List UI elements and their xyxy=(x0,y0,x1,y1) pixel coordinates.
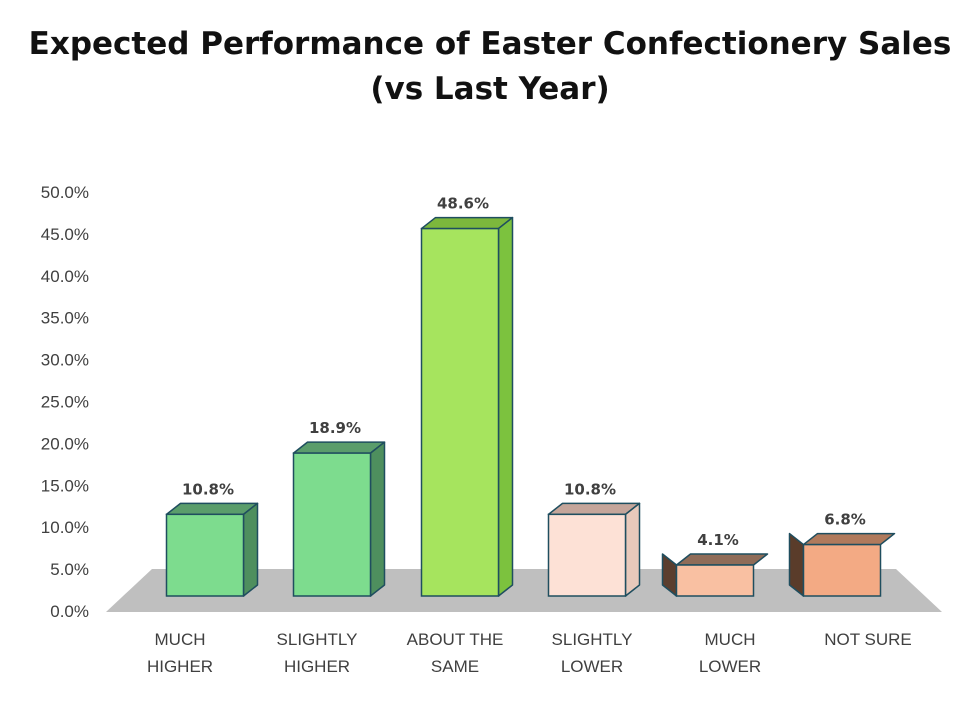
y-tick-label: 5.0% xyxy=(50,560,89,579)
chart-title-line-2: (vs Last Year) xyxy=(370,71,610,107)
y-tick-label: 40.0% xyxy=(41,267,89,286)
bar-top-face xyxy=(420,216,514,230)
bar xyxy=(292,441,386,597)
category-label: SLIGHTLY HIGHER xyxy=(277,630,358,676)
bar-front-face xyxy=(675,564,755,597)
y-tick-label: 20.0% xyxy=(41,434,89,453)
category-label: SLIGHTLY LOWER xyxy=(552,630,633,676)
category-label-line: MUCH xyxy=(155,630,206,649)
bar xyxy=(165,502,259,597)
category-label-line: SLIGHTLY xyxy=(277,630,358,649)
bar-top-face xyxy=(547,502,641,516)
bar-side-face xyxy=(369,441,386,597)
bar-side-face xyxy=(242,502,259,597)
data-label: 10.8% xyxy=(564,480,616,498)
bar-top-face xyxy=(165,502,259,516)
data-label: 4.1% xyxy=(697,531,739,549)
y-tick-label: 15.0% xyxy=(41,476,89,495)
category-label-line: ABOUT THE xyxy=(407,630,504,649)
category-label-line: LOWER xyxy=(699,657,761,676)
category-label-line: LOWER xyxy=(561,657,623,676)
category-label: ABOUT THE SAME xyxy=(407,630,504,676)
category-label-line: SAME xyxy=(431,657,479,676)
bar xyxy=(788,532,896,597)
chart-title: Expected Performance of Easter Confectio… xyxy=(0,22,980,112)
bar-front-face xyxy=(802,543,882,597)
y-tick-label: 35.0% xyxy=(41,309,89,328)
bar-front-face xyxy=(165,513,245,597)
y-tick-label: 10.0% xyxy=(41,518,89,537)
bar-side-face xyxy=(497,216,514,597)
category-label: MUCH LOWER xyxy=(699,630,761,676)
bar xyxy=(420,216,514,597)
category-label-line: MUCH xyxy=(705,630,756,649)
bar-side-face xyxy=(788,532,805,597)
bar xyxy=(661,553,769,597)
bar-top-face xyxy=(802,532,896,546)
data-label: 6.8% xyxy=(824,511,866,529)
y-tick-label: 30.0% xyxy=(41,351,89,370)
chart-title-line-1: Expected Performance of Easter Confectio… xyxy=(28,26,952,62)
bar-front-face xyxy=(292,452,372,597)
bar-top-face xyxy=(675,553,769,566)
y-tick-label: 50.0% xyxy=(41,183,89,202)
y-tick-label: 25.0% xyxy=(41,393,89,412)
bar-front-face xyxy=(420,227,500,597)
bar-top-face xyxy=(292,441,386,454)
category-label: MUCH HIGHER xyxy=(147,630,213,676)
category-label-line: HIGHER xyxy=(284,657,350,676)
y-tick-label: 45.0% xyxy=(41,225,89,244)
y-tick-label: 0.0% xyxy=(50,602,89,621)
category-label-line: SLIGHTLY xyxy=(552,630,633,649)
category-label: NOT SURE xyxy=(824,630,912,649)
bar xyxy=(547,502,641,597)
category-label-line: HIGHER xyxy=(147,657,213,676)
bar-front-face xyxy=(547,513,627,597)
category-label-line: NOT SURE xyxy=(824,630,912,649)
data-label: 48.6% xyxy=(437,195,489,213)
bar-side-face xyxy=(624,502,641,597)
data-label: 10.8% xyxy=(182,480,234,498)
data-label: 18.9% xyxy=(309,419,361,437)
